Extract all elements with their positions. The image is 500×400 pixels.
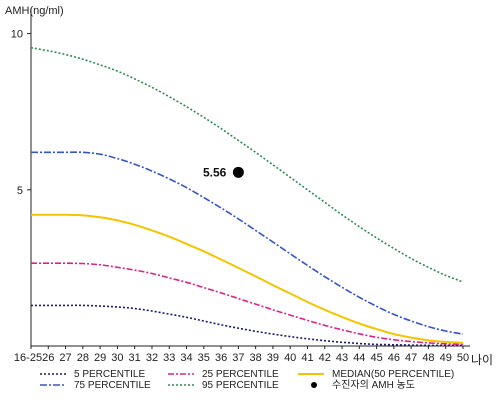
x-tick-label: 32 [146,352,158,364]
y-axis-label: AMH(ng/ml) [5,5,64,17]
plot-area: 5 10 16-25 26 27 28 29 30 31 32 33 34 35 36 37 38 39 40 41… [11,8,470,364]
x-tick-label: 35 [198,352,210,364]
x-tick-label: 30 [111,352,123,364]
legend-label-marker: 수진자의 AMH 농도 [332,379,415,391]
x-tick-label: 47 [405,352,417,364]
x-tick-label: 50 [457,352,469,364]
x-tick-label: 16-25 [14,352,42,364]
legend-marker-swatch [311,382,317,388]
series-line-5-percentile [31,304,463,347]
y-tick-label: 10 [11,29,23,41]
x-tick-label: 37 [232,352,244,364]
x-tick-label: 42 [319,352,331,364]
x-tick-label: 45 [370,352,382,364]
x-axis-label: 나이 [471,353,493,367]
patient-amh-value-label: 5.56 [203,165,227,179]
x-tick-label: 39 [267,352,279,364]
x-tick-label: 36 [215,352,227,364]
series-line-75-percentile [31,151,464,335]
x-tick-label: 26 [42,352,54,364]
x-tick-label: 41 [301,352,313,364]
x-tick-label: 29 [94,352,106,364]
legend-label-median-50-percentile: MEDIAN(50 PERCENTILE) [332,369,454,380]
x-tick-label: 34 [180,352,192,364]
x-tick-label: 40 [284,352,296,364]
series-line-median-50-percentile [30,213,464,344]
x-tick-label: 38 [250,352,262,364]
legend-label-95-percentile: 95 PERCENTILE [202,380,279,391]
legend-label-25-percentile: 25 PERCENTILE [202,369,279,380]
patient-amh-point [232,166,244,178]
x-tick-label: 43 [336,352,348,364]
series-line-95-percentile [30,46,464,283]
x-tick-label: 46 [388,352,400,364]
y-tick-label: 5 [17,185,23,197]
x-tick-label: 28 [77,352,89,364]
x-tick-label: 33 [163,352,175,364]
legend-label-75-percentile: 75 PERCENTILE [74,380,151,391]
x-tick-label: 49 [440,352,452,364]
x-tick-label: 44 [353,352,365,364]
legend: 5 PERCENTILE 25 PERCENTILE MEDIAN(50 PERCE… [40,369,454,391]
x-tick-label: 27 [59,352,71,364]
x-tick-label: 31 [129,352,141,364]
x-tick-label: 48 [422,352,434,364]
series-line-25-percentile [31,262,464,346]
legend-label-5-percentile: 5 PERCENTILE [74,369,145,380]
